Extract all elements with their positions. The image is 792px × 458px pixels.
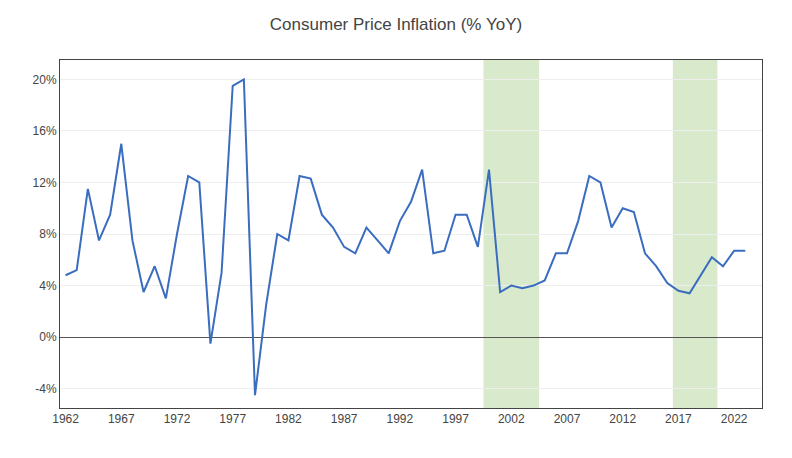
svg-text:8%: 8%	[39, 227, 57, 241]
svg-text:20%: 20%	[33, 73, 57, 87]
svg-text:2007: 2007	[554, 412, 581, 426]
svg-text:1987: 1987	[331, 412, 358, 426]
svg-text:2012: 2012	[609, 412, 636, 426]
svg-text:2022: 2022	[721, 412, 748, 426]
svg-text:2017: 2017	[665, 412, 692, 426]
svg-text:1962: 1962	[52, 412, 79, 426]
svg-text:1992: 1992	[387, 412, 414, 426]
svg-text:4%: 4%	[39, 279, 57, 293]
svg-text:-4%: -4%	[35, 382, 57, 396]
svg-text:1982: 1982	[275, 412, 302, 426]
svg-text:2002: 2002	[498, 412, 525, 426]
svg-text:1967: 1967	[108, 412, 135, 426]
svg-text:1977: 1977	[219, 412, 246, 426]
svg-text:Consumer Price Inflation (% Yo: Consumer Price Inflation (% YoY)	[270, 15, 522, 34]
svg-text:1997: 1997	[442, 412, 469, 426]
svg-text:1972: 1972	[164, 412, 191, 426]
svg-text:12%: 12%	[33, 176, 57, 190]
svg-text:16%: 16%	[33, 124, 57, 138]
svg-text:0%: 0%	[39, 330, 57, 344]
